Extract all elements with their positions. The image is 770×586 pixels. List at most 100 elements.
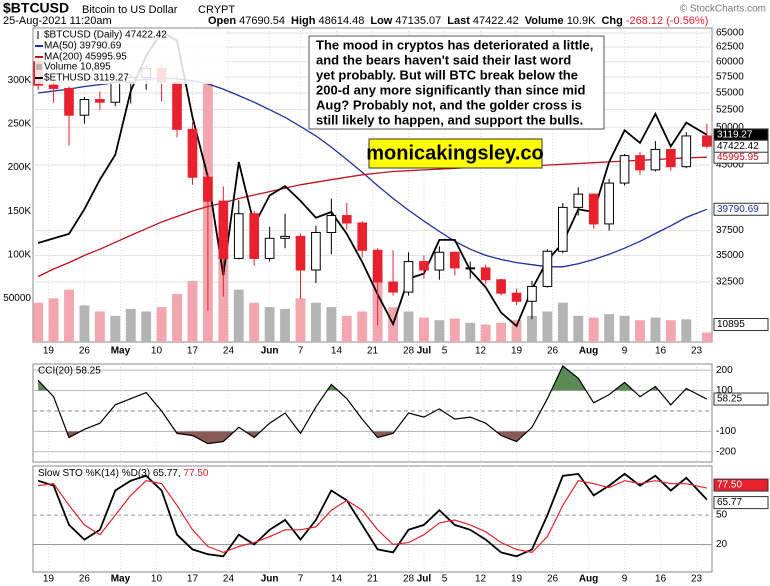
x-tick-label: 23	[691, 346, 703, 357]
legend-entry: MA(200) 45995.95	[44, 52, 127, 63]
value-box-label: 47422.42	[717, 141, 759, 152]
volume-bar	[295, 298, 306, 342]
y-tick-label: 45000	[716, 160, 744, 171]
field-value: 47690.54	[239, 15, 285, 27]
volume-bar	[187, 280, 198, 342]
copyright: © StockCharts.com	[680, 4, 766, 15]
x-tick-label: 9	[622, 574, 628, 585]
candle-body	[48, 84, 59, 89]
y-tick-label: 50	[716, 510, 728, 521]
x-tick-label: 24	[223, 346, 235, 357]
annotation-line: yet probably. But will BTC break below t…	[316, 67, 578, 82]
candle-body	[372, 249, 383, 283]
y-tick-label: 20	[716, 539, 728, 550]
volume-bar	[465, 322, 476, 342]
candle-body	[110, 82, 121, 103]
x-tick-label: 17	[187, 346, 199, 357]
volume-bar	[449, 318, 460, 342]
candle-body	[619, 155, 630, 184]
field-label: Last	[447, 15, 470, 27]
volume-bar	[141, 311, 152, 342]
field-value: 47422.42	[473, 15, 519, 27]
watermark-box	[368, 138, 543, 169]
y2-tick-label: 100K	[8, 249, 32, 260]
x-tick-label: 26	[547, 346, 559, 357]
x-tick-label: 28	[403, 346, 415, 357]
volume-bar	[33, 302, 44, 342]
y-tick-label: -100	[716, 426, 736, 437]
candle-body	[702, 135, 712, 147]
volume-bar	[110, 315, 121, 342]
volume-bar	[172, 294, 182, 342]
y-tick-label: 37500	[716, 225, 744, 236]
candle-body	[588, 193, 599, 225]
annotation-line: still likely to happen, and support the …	[316, 112, 583, 127]
volume-bar	[557, 302, 568, 342]
volume-bar	[341, 315, 352, 342]
volume-bar	[357, 311, 368, 342]
candle-body	[264, 237, 275, 259]
volume-bar	[403, 311, 414, 342]
candle-body	[388, 281, 398, 293]
candle-body	[187, 128, 198, 178]
x-tick-label: 14	[331, 346, 343, 357]
x-tick-label: 7	[298, 346, 304, 357]
volume-bar	[64, 289, 74, 342]
x-tick-label: 5	[442, 346, 448, 357]
candle-body	[172, 81, 182, 130]
field-label: Open	[208, 15, 236, 27]
x-tick-label: Aug	[579, 574, 598, 585]
x-tick-label: 12	[475, 574, 487, 585]
y2-tick-label: 150K	[8, 206, 32, 217]
candle-body	[449, 251, 460, 269]
x-tick-label: 17	[187, 574, 199, 585]
value-box-label: 39790.69	[717, 204, 759, 215]
volume-bar	[125, 308, 136, 342]
candle-body	[666, 148, 676, 168]
x-tick-label: 21	[367, 574, 379, 585]
legend-entry: MA(50) 39790.69	[44, 41, 122, 52]
quote-fields: Open 47690.54 High 48614.48 Low 47135.07 Last 4…	[208, 15, 708, 27]
volume-bar	[527, 315, 537, 342]
candle-body	[326, 215, 337, 233]
candle-body	[249, 213, 260, 259]
volume-bar	[434, 320, 445, 342]
y-tick-label: 57500	[716, 72, 744, 83]
sto-title-note: 77.50	[183, 468, 208, 479]
x-tick-label: Jul	[417, 346, 432, 357]
x-tick-label: 12	[475, 346, 487, 357]
candle-body	[604, 182, 614, 225]
x-tick-label: 10	[151, 574, 163, 585]
volume-bar	[542, 311, 553, 342]
legend-entry: $BTCUSD (Daily) 47422.42	[44, 30, 167, 41]
x-tick-label: 19	[511, 574, 523, 585]
legend-entry: $ETHUSD 3119.27	[44, 73, 129, 84]
candle-body	[635, 155, 645, 171]
x-tick-label: 21	[367, 346, 379, 357]
y-tick-label: 50000	[716, 122, 744, 133]
volume-bar	[94, 311, 105, 342]
cci-fill-below	[38, 431, 707, 444]
volume-bar	[79, 305, 90, 342]
x-tick-label: 5	[442, 574, 448, 585]
candle-body	[280, 235, 290, 239]
y-tick-label: 60000	[716, 56, 744, 67]
candle-body	[419, 261, 429, 271]
candle-body	[341, 215, 352, 224]
x-tick-label: 28	[403, 574, 415, 585]
value-box-label: 45995.95	[717, 152, 759, 163]
candle-body	[95, 99, 105, 103]
volume-bar	[310, 302, 321, 342]
candle-body	[295, 235, 306, 271]
candle-body	[311, 231, 321, 271]
x-tick-label: May	[111, 346, 131, 357]
value-box	[713, 139, 769, 153]
value-box	[713, 478, 769, 492]
value-box	[713, 392, 769, 406]
annotation: The mood in cryptos has deteriorated a l…	[316, 37, 593, 127]
x-tick-label: Jul	[417, 574, 432, 585]
field-value: 10.9K	[567, 15, 596, 27]
volume-bar	[573, 315, 584, 342]
x-tick-label: 19	[43, 346, 55, 357]
